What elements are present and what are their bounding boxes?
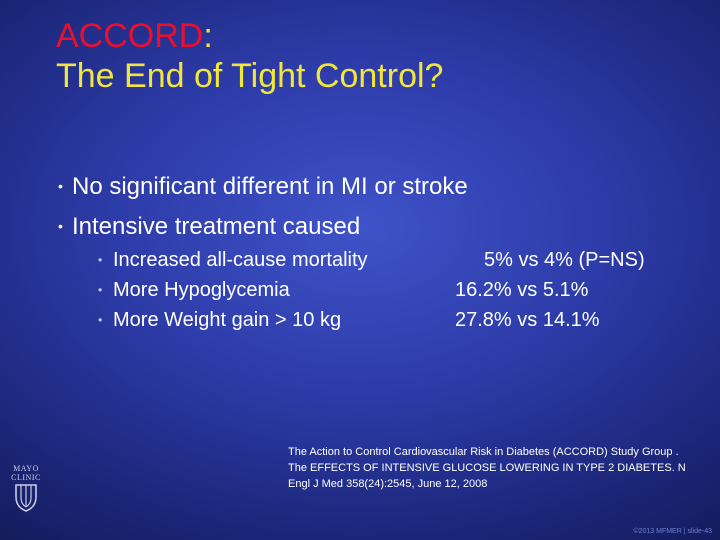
citation-text: The Action to Control Cardiovascular Ris…	[288, 446, 686, 490]
sub-bullet-item: • Increased all-cause mortality	[98, 248, 368, 272]
sub-bullet-item: • More Weight gain > 10 kg	[98, 308, 342, 332]
sub-bullet-dot-icon: •	[98, 313, 103, 327]
title-accord: ACCORD	[56, 17, 204, 55]
bullet-text: Intensive treatment caused	[72, 213, 361, 240]
sub-bullet-dot-icon: •	[98, 253, 103, 267]
slide-footer: ©2013 MFMER | slide-43	[633, 528, 712, 535]
sub-bullet-value: 5% vs 4% (P=NS)	[484, 249, 645, 271]
title-colon: :	[203, 17, 213, 55]
bullet-item: • Intensive treatment caused	[58, 212, 360, 241]
sub-bullet-label: More Hypoglycemia	[113, 279, 290, 301]
sub-bullet-value: 16.2% vs 5.1%	[455, 279, 589, 301]
sub-bullet-value: 27.8% vs 14.1%	[455, 309, 600, 331]
sub-bullet-label: Increased all-cause mortality	[113, 249, 368, 271]
slide-title: ACCORD: The End of Tight Control?	[56, 16, 443, 96]
sub-bullet-dot-icon: •	[98, 283, 103, 297]
sub-bullet-label: More Weight gain > 10 kg	[113, 309, 342, 331]
bullet-text: No significant different in MI or stroke	[72, 173, 468, 200]
sub-bullet-item: • More Hypoglycemia	[98, 278, 290, 302]
bullet-dot-icon: •	[58, 218, 63, 234]
logo-text-line2: CLINIC	[11, 473, 41, 482]
mayo-shield-icon	[15, 484, 37, 512]
bullet-dot-icon: •	[58, 178, 63, 194]
mayo-clinic-logo: MAYO CLINIC	[6, 464, 46, 513]
bullet-item: • No significant different in MI or strok…	[58, 172, 468, 201]
logo-text-line1: MAYO	[13, 464, 39, 473]
title-subtitle: The End of Tight Control?	[56, 57, 444, 95]
